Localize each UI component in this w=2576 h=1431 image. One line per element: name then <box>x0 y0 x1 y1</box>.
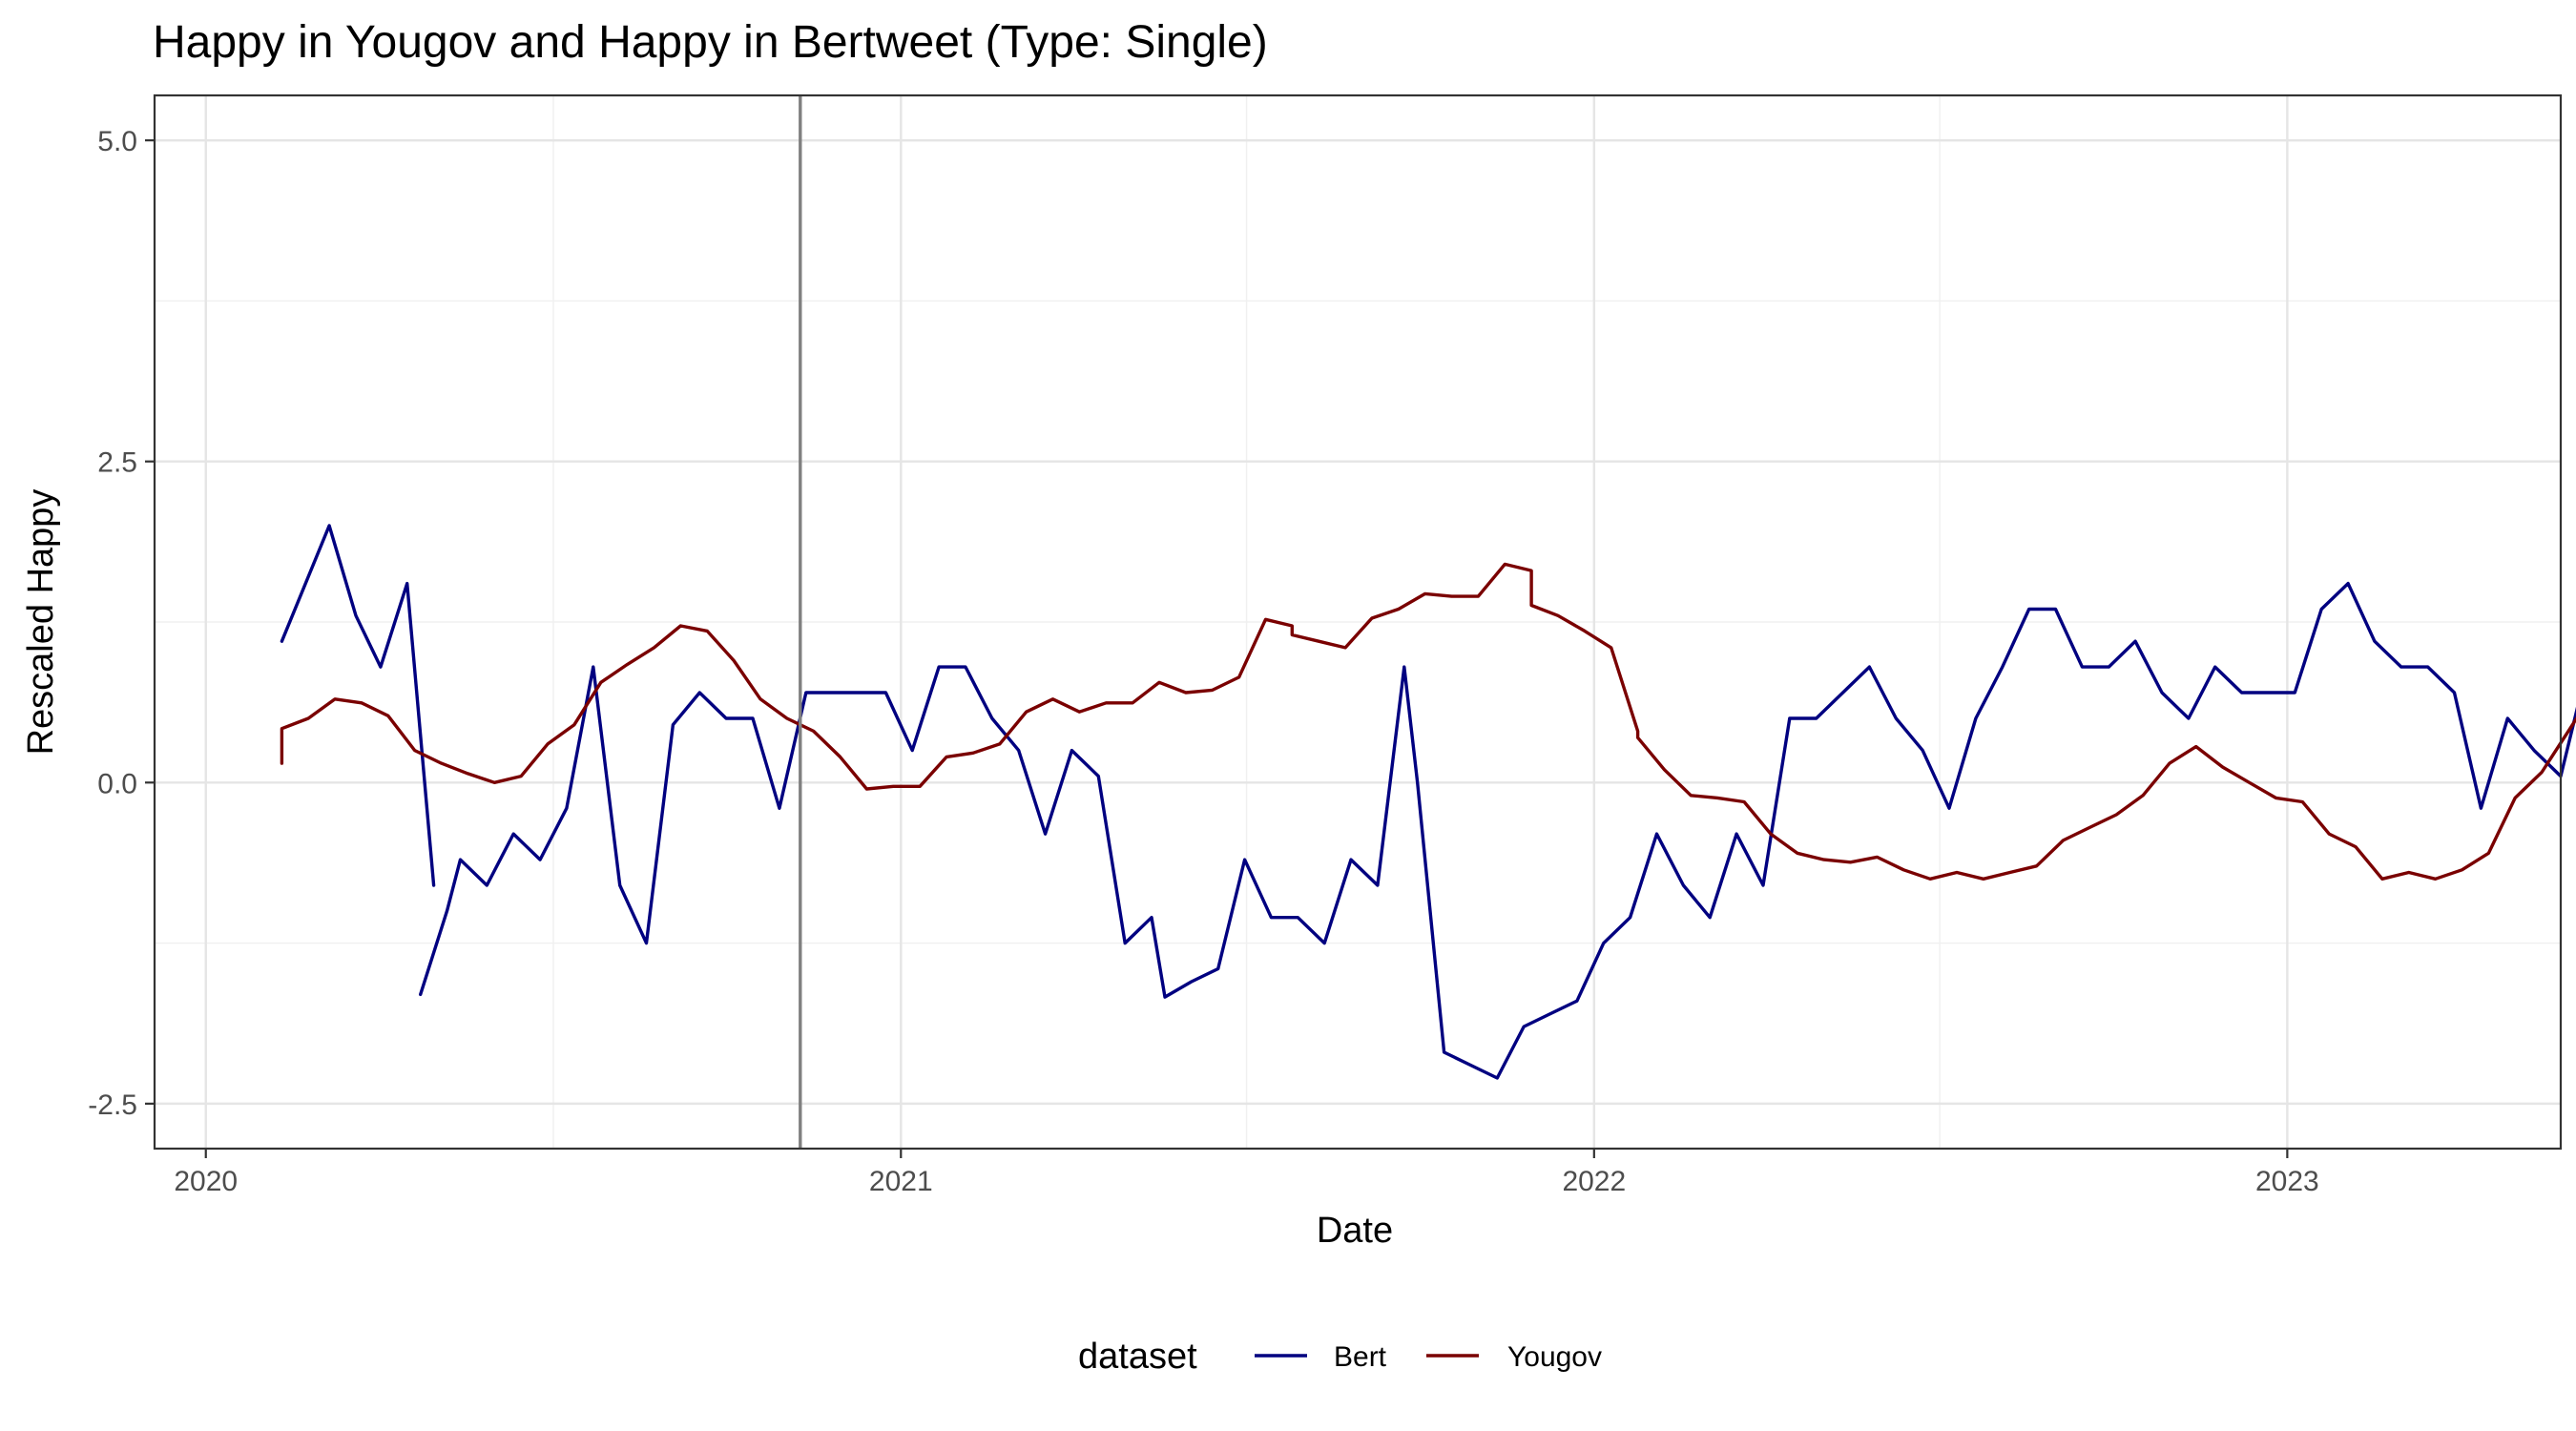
x-tick-label: 2021 <box>869 1166 933 1197</box>
series-line-bert <box>419 581 2576 1080</box>
y-tick-label: 5.0 <box>97 126 137 157</box>
legend-label-yougov: Yougov <box>1507 1341 1602 1373</box>
series-line-yougov <box>280 562 2576 881</box>
x-axis: 2020 2021 2022 2023 <box>174 1149 2319 1197</box>
series-line-bert <box>280 524 436 887</box>
series-layer <box>280 524 2576 1080</box>
panel-border <box>153 93 2563 1151</box>
x-tick-label: 2020 <box>174 1166 238 1197</box>
y-axis: -2.5 0.0 2.5 5.0 <box>88 126 155 1121</box>
x-tick-label: 2022 <box>1562 1166 1626 1197</box>
legend-label-bert: Bert <box>1334 1341 1387 1373</box>
y-tick-label: -2.5 <box>88 1089 137 1121</box>
y-tick-label: 0.0 <box>97 768 137 799</box>
chart-title: Happy in Yougov and Happy in Bertweet (T… <box>153 17 1268 68</box>
legend: dataset Bert Yougov <box>1078 1337 1602 1377</box>
x-axis-title: Date <box>1317 1211 1393 1251</box>
y-tick-label: 2.5 <box>97 447 137 479</box>
grid <box>155 95 2561 1149</box>
x-tick-label: 2023 <box>2255 1166 2319 1197</box>
y-axis-title: Rescaled Happy <box>21 489 61 756</box>
legend-title: dataset <box>1078 1337 1197 1377</box>
